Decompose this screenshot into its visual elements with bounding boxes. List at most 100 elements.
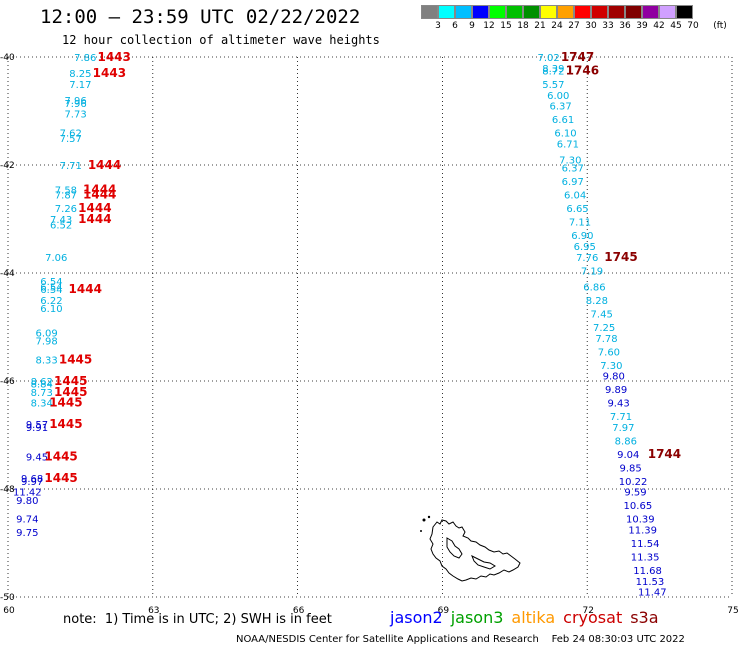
scale-label: 42	[653, 21, 665, 31]
island-bay	[446, 537, 463, 559]
wave-height-label: 9.45	[26, 453, 48, 464]
pass-time-label: 1744	[648, 447, 681, 461]
satellite-legend-item: jason2	[390, 608, 443, 627]
wave-height-label: 6.97	[562, 177, 584, 188]
wave-height-label: 8.72	[542, 67, 564, 78]
wave-height-label: 7.19	[581, 266, 603, 277]
lat-tick-label: -44	[0, 269, 15, 279]
wave-height-label: 11.39	[628, 526, 657, 537]
wave-height-label: 7.30	[600, 361, 622, 372]
color-swatch	[676, 5, 693, 19]
wave-height-label: 6.10	[40, 304, 62, 315]
lat-tick-label: -42	[0, 161, 15, 171]
wave-height-label: 5.57	[542, 80, 564, 91]
wave-height-label: 7.26	[55, 204, 77, 215]
wave-height-label: 10.65	[624, 501, 653, 512]
wave-height-label: 6.71	[557, 139, 579, 150]
satellite-legend-item: s3a	[630, 608, 659, 627]
wave-height-label: 7.86	[74, 53, 96, 64]
pass-time-label: 1444	[78, 201, 111, 215]
wave-height-label: 6.61	[552, 115, 574, 126]
wave-height-label: 9.97	[21, 477, 43, 488]
wave-height-label: 6.37	[550, 102, 572, 113]
wave-height-label: 6.00	[547, 91, 569, 102]
wave-height-label: 7.02	[537, 53, 559, 64]
lat-tick-label: -46	[0, 377, 15, 387]
satellite-legend-item: cryosat	[563, 608, 623, 627]
wave-height-label: 6.09	[35, 328, 57, 339]
scale-label: 45	[670, 21, 682, 31]
wave-height-label: 11.54	[631, 539, 660, 550]
scale-label: 33	[602, 21, 614, 31]
islet	[422, 518, 426, 522]
pass-time-label: 1444	[83, 188, 116, 202]
pass-time-label: 1444	[88, 158, 121, 172]
scale-label: 27	[568, 21, 580, 31]
color-scale-legend	[421, 5, 693, 19]
scale-unit: (ft)	[713, 21, 727, 31]
wave-height-label: 9.57	[26, 420, 48, 431]
wave-height-label: 6.10	[554, 129, 576, 140]
wave-height-label: 9.75	[16, 528, 38, 539]
pass-time-label: 1445	[44, 450, 77, 464]
wave-height-label: 7.06	[45, 253, 67, 264]
wave-height-label: 11.47	[638, 588, 667, 599]
wave-height-label: 6.54	[40, 277, 62, 288]
wave-height-label: 7.11	[569, 218, 591, 229]
wave-height-label: 7.60	[598, 347, 620, 358]
scale-label: 18	[517, 21, 529, 31]
wave-height-label: 7.96	[64, 96, 86, 107]
pass-time-label: 1445	[54, 374, 87, 388]
scale-label: 6	[452, 21, 458, 31]
wave-height-label: 11.53	[636, 577, 665, 588]
islet	[420, 530, 422, 532]
wave-height-label: 10.22	[619, 477, 648, 488]
wave-height-label: 10.39	[626, 515, 655, 526]
color-swatch	[574, 5, 591, 19]
wave-height-label: 9.04	[617, 450, 639, 461]
satellite-legend-item: altika	[511, 608, 556, 627]
wave-height-label: 9.89	[605, 385, 627, 396]
lon-tick-label: 72	[582, 606, 593, 616]
pass-time-label: 1444	[83, 182, 116, 196]
wave-height-label: 9.85	[620, 463, 642, 474]
wave-height-label: 7.30	[559, 156, 581, 167]
pass-time-label: 1443	[97, 50, 130, 64]
pass-time-label: 1444	[69, 282, 102, 296]
wave-height-label: 8.33	[35, 355, 57, 366]
axis-tick-labels: -40 -42 -44 -46 -48 -50 60 63 66 69 72 75	[0, 53, 739, 616]
wave-height-label: 9.91	[26, 423, 48, 434]
color-swatch	[421, 5, 438, 19]
wave-height-label: 7.43	[50, 215, 72, 226]
lon-tick-label: 66	[293, 606, 305, 616]
scale-label: 30	[585, 21, 597, 31]
wave-height-label: 9.59	[624, 488, 646, 499]
pass-time-label: 1747	[561, 50, 594, 64]
wave-height-label: 6.65	[566, 204, 588, 215]
pass-time-label: 1746	[566, 64, 599, 78]
wave-height-label: 6.95	[574, 242, 596, 253]
pass-time-label: 1745	[604, 250, 637, 264]
island-shape	[429, 519, 521, 582]
wave-height-label: 7.45	[591, 310, 613, 321]
color-swatch	[659, 5, 676, 19]
credit-line: NOAA/NESDIS Center for Satellite Applica…	[236, 634, 685, 645]
wave-height-label: 9.68	[21, 474, 43, 485]
satellite-legend-item: jason3	[450, 608, 504, 627]
lon-tick-label: 75	[727, 606, 738, 616]
scale-label: 36	[619, 21, 631, 31]
wave-height-label: 9.43	[607, 399, 629, 410]
wave-height-label: 7.71	[610, 412, 632, 423]
pass-time-label: 1445	[49, 396, 82, 410]
lon-tick-label: 60	[3, 606, 15, 616]
wave-height-label: 8.28	[586, 296, 608, 307]
color-swatch	[455, 5, 472, 19]
color-swatch	[591, 5, 608, 19]
wave-height-label: 6.22	[40, 296, 62, 307]
pass-time-label: 1445	[44, 471, 77, 485]
pass-time-labels: 1443144314441444144414441444144414451445…	[44, 50, 681, 485]
pass-time-label: 1443	[93, 66, 126, 80]
wave-height-label: 6.54	[40, 285, 62, 296]
